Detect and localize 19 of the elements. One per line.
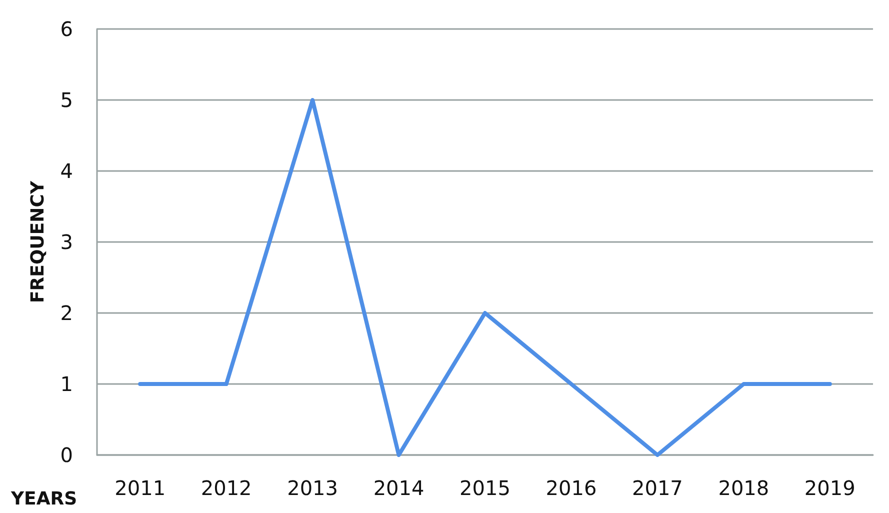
x-tick-label: 2017 — [632, 476, 683, 500]
x-tick-label: 2013 — [287, 476, 338, 500]
x-tick-label: 2016 — [546, 476, 597, 500]
y-tick-label: 4 — [60, 159, 73, 183]
y-tick-label: 1 — [60, 372, 73, 396]
x-tick-label: 2012 — [200, 476, 252, 500]
y-axis-title: FREQUENCY — [28, 180, 48, 303]
y-tick-label: 5 — [60, 88, 73, 112]
x-axis-title: YEARS — [10, 488, 78, 510]
x-tick-label: 2014 — [373, 476, 424, 500]
line-series — [138, 98, 832, 457]
y-tick-label: 6 — [60, 17, 73, 41]
y-tick-label: 0 — [60, 443, 73, 467]
x-tick-label: 2018 — [718, 476, 770, 500]
x-tick-label: 2019 — [804, 476, 856, 500]
y-tick-label: 2 — [60, 301, 73, 325]
x-tick-label: 2011 — [114, 476, 166, 500]
y-tick-label: 3 — [60, 230, 73, 254]
x-tick-label: 2015 — [460, 476, 510, 500]
